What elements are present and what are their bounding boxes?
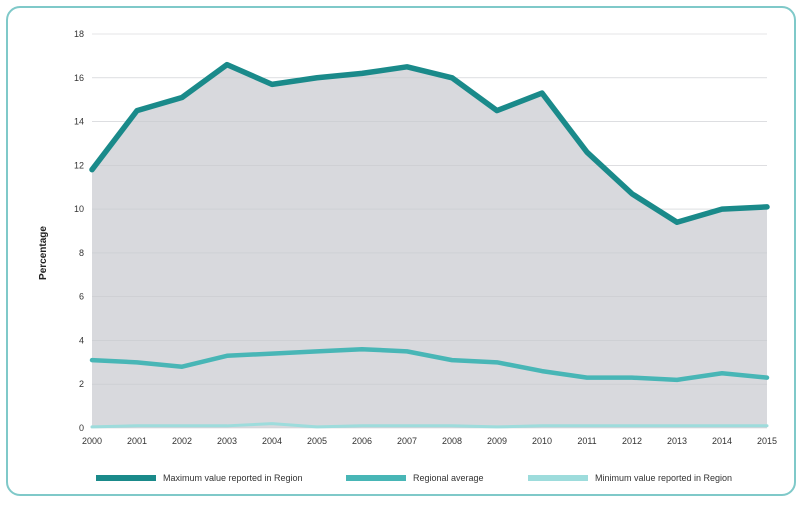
y-tick-label: 10: [74, 204, 84, 214]
legend-label: Minimum value reported in Region: [595, 473, 732, 483]
x-tick-label: 2010: [532, 436, 552, 446]
y-tick-label: 2: [79, 379, 84, 389]
x-tick-label: 2012: [622, 436, 642, 446]
y-tick-label: 16: [74, 73, 84, 83]
x-tick-label: 2013: [667, 436, 687, 446]
max-area-fill: [92, 64, 767, 429]
x-tick-label: 2015: [757, 436, 777, 446]
x-tick-label: 2005: [307, 436, 327, 446]
x-tick-label: 2011: [577, 436, 596, 446]
y-tick-label: 0: [79, 423, 84, 433]
x-tick-label: 2004: [262, 436, 282, 446]
x-tick-label: 2003: [217, 436, 237, 446]
y-tick-label: 12: [74, 160, 84, 170]
legend-label: Maximum value reported in Region: [163, 473, 303, 483]
y-tick-label: 4: [79, 335, 84, 345]
legend-label: Regional average: [413, 473, 484, 483]
x-tick-label: 2001: [127, 436, 147, 446]
series-line: [89, 346, 770, 383]
x-tick-label: 2000: [82, 436, 102, 446]
x-tick-label: 2006: [352, 436, 372, 446]
x-tick-label: 2002: [172, 436, 192, 446]
y-tick-label: 8: [79, 248, 84, 258]
y-axis-title: Percentage: [38, 226, 49, 280]
x-tick-label: 2009: [487, 436, 507, 446]
y-tick-label: 6: [79, 292, 84, 302]
y-axis-ticks: 0 2 4 6 8 10 12 14 16 18: [74, 29, 84, 433]
x-tick-label: 2007: [397, 436, 417, 446]
y-tick-label: 14: [74, 117, 84, 127]
x-tick-label: 2014: [712, 436, 732, 446]
x-tick-label: 2008: [442, 436, 462, 446]
x-axis-ticks: 2000 2001 2002 2003 2004 2005 2006 2007 2008 2009…: [82, 436, 777, 446]
y-tick-label: 18: [74, 29, 84, 39]
series-line: [89, 61, 770, 225]
legend: Maximum value reported in Region Regional…: [96, 473, 732, 483]
series-line: [90, 422, 769, 429]
plot-area: [89, 33, 770, 429]
